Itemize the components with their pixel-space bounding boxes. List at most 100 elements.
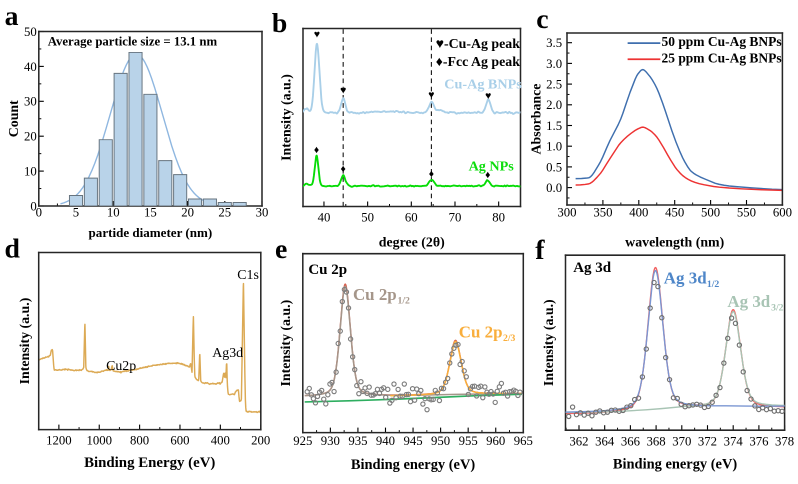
svg-text:0: 0 [30,199,36,213]
svg-text:3.5: 3.5 [546,36,562,50]
svg-text:Intensity (a.u.): Intensity (a.u.) [279,74,294,161]
svg-text:30: 30 [24,95,37,109]
svg-text:b: b [272,8,287,39]
svg-text:0: 0 [36,206,42,220]
svg-text:500: 500 [701,206,720,220]
svg-text:Ag 3d: Ag 3d [727,292,770,311]
svg-text:40: 40 [24,60,37,74]
svg-text:0.5: 0.5 [546,160,562,174]
svg-text:♦-Fcc Ag peak: ♦-Fcc Ag peak [436,55,520,70]
svg-text:a: a [5,1,19,32]
svg-text:960: 960 [486,434,505,448]
svg-text:♦: ♦ [485,170,490,181]
svg-text:50: 50 [361,211,374,225]
svg-text:370: 370 [672,434,691,448]
svg-text:374: 374 [724,434,744,448]
svg-text:1000: 1000 [86,434,112,448]
svg-text:♥: ♥ [340,86,346,97]
svg-text:wavelength (nm): wavelength (nm) [625,235,724,250]
svg-text:955: 955 [459,434,478,448]
svg-text:25: 25 [218,206,231,220]
svg-text:364: 364 [595,434,615,448]
svg-text:0.0: 0.0 [546,181,562,195]
svg-text:Ag 3d: Ag 3d [664,269,707,288]
svg-text:2.5: 2.5 [546,78,562,92]
svg-text:1.5: 1.5 [546,119,562,133]
svg-text:Cu 2p: Cu 2p [308,262,347,278]
svg-text:925: 925 [293,434,312,448]
svg-text:20: 20 [181,206,194,220]
svg-text:Intensity (a.u.): Intensity (a.u.) [279,299,294,386]
svg-text:935: 935 [348,434,367,448]
svg-text:80: 80 [492,211,505,225]
svg-text:200: 200 [251,434,270,448]
svg-text:350: 350 [593,206,612,220]
svg-text:1.0: 1.0 [546,140,562,154]
svg-text:Absorbance: Absorbance [529,84,544,155]
svg-text:1200: 1200 [46,434,72,448]
svg-text:950: 950 [431,434,450,448]
svg-text:50 ppm Cu-Ag BNPs: 50 ppm Cu-Ag BNPs [661,34,781,49]
svg-text:300: 300 [557,206,576,220]
svg-text:362: 362 [569,434,588,448]
svg-text:Binding energy (eV): Binding energy (eV) [351,457,476,473]
svg-text:♦: ♦ [341,164,346,175]
svg-text:800: 800 [130,434,149,448]
svg-text:5: 5 [73,206,79,220]
svg-text:1/2: 1/2 [707,279,720,290]
svg-text:Cu 2p: Cu 2p [459,323,503,342]
svg-text:372: 372 [698,434,717,448]
svg-text:60: 60 [405,211,418,225]
svg-text:40: 40 [318,211,331,225]
svg-text:♥-Cu-Ag peak: ♥-Cu-Ag peak [436,37,520,52]
svg-text:Ag NPs: Ag NPs [469,158,515,174]
svg-text:30: 30 [256,206,269,220]
svg-text:c: c [536,4,548,35]
svg-text:940: 940 [376,434,395,448]
svg-text:366: 366 [621,434,640,448]
svg-text:600: 600 [170,434,189,448]
svg-text:400: 400 [629,206,648,220]
svg-text:♥: ♥ [428,90,434,101]
svg-text:Intensity (a.u.): Intensity (a.u.) [18,297,33,384]
svg-text:378: 378 [775,434,794,448]
svg-text:10: 10 [24,165,37,179]
svg-text:368: 368 [647,434,666,448]
svg-text:partide diameter (nm): partide diameter (nm) [89,225,213,240]
svg-text:Binding energy (eV): Binding energy (eV) [613,456,738,472]
svg-text:10: 10 [107,206,120,220]
svg-text:C1s: C1s [237,268,259,283]
svg-text:Ag 3d: Ag 3d [573,260,612,276]
svg-text:Cu-Ag BNPs: Cu-Ag BNPs [444,76,522,92]
svg-text:Count: Count [7,100,22,137]
svg-text:2.0: 2.0 [546,98,562,112]
svg-text:1/2: 1/2 [398,295,411,306]
svg-text:f: f [535,235,545,266]
svg-text:♥: ♥ [314,30,320,41]
svg-text:25 ppm Cu-Ag BNPs: 25 ppm Cu-Ag BNPs [661,50,781,65]
svg-text:550: 550 [737,206,756,220]
svg-text:376: 376 [749,434,768,448]
svg-text:d: d [5,234,21,265]
svg-text:Cu 2p: Cu 2p [353,285,397,304]
svg-text:Average particle size = 13.1 n: Average particle size = 13.1 nm [48,34,218,48]
svg-text:e: e [275,234,287,265]
svg-text:3.0: 3.0 [546,57,562,71]
svg-text:Cu2p: Cu2p [106,359,136,374]
svg-text:Binding Energy (eV): Binding Energy (eV) [84,455,215,471]
svg-text:degree (2θ): degree (2θ) [379,236,445,251]
svg-text:2/3: 2/3 [503,333,516,344]
svg-text:965: 965 [514,434,533,448]
svg-text:3/2: 3/2 [771,302,784,313]
svg-text:♥: ♥ [485,91,491,102]
svg-text:Ag3d: Ag3d [212,346,243,361]
svg-text:70: 70 [449,211,462,225]
svg-text:450: 450 [665,206,684,220]
svg-text:50: 50 [24,25,37,39]
svg-text:930: 930 [321,434,340,448]
svg-text:20: 20 [24,130,37,144]
svg-text:Intensity (a.u.): Intensity (a.u.) [542,299,557,386]
svg-text:600: 600 [773,206,792,220]
svg-text:♦: ♦ [429,169,434,180]
svg-text:♦: ♦ [314,145,319,156]
